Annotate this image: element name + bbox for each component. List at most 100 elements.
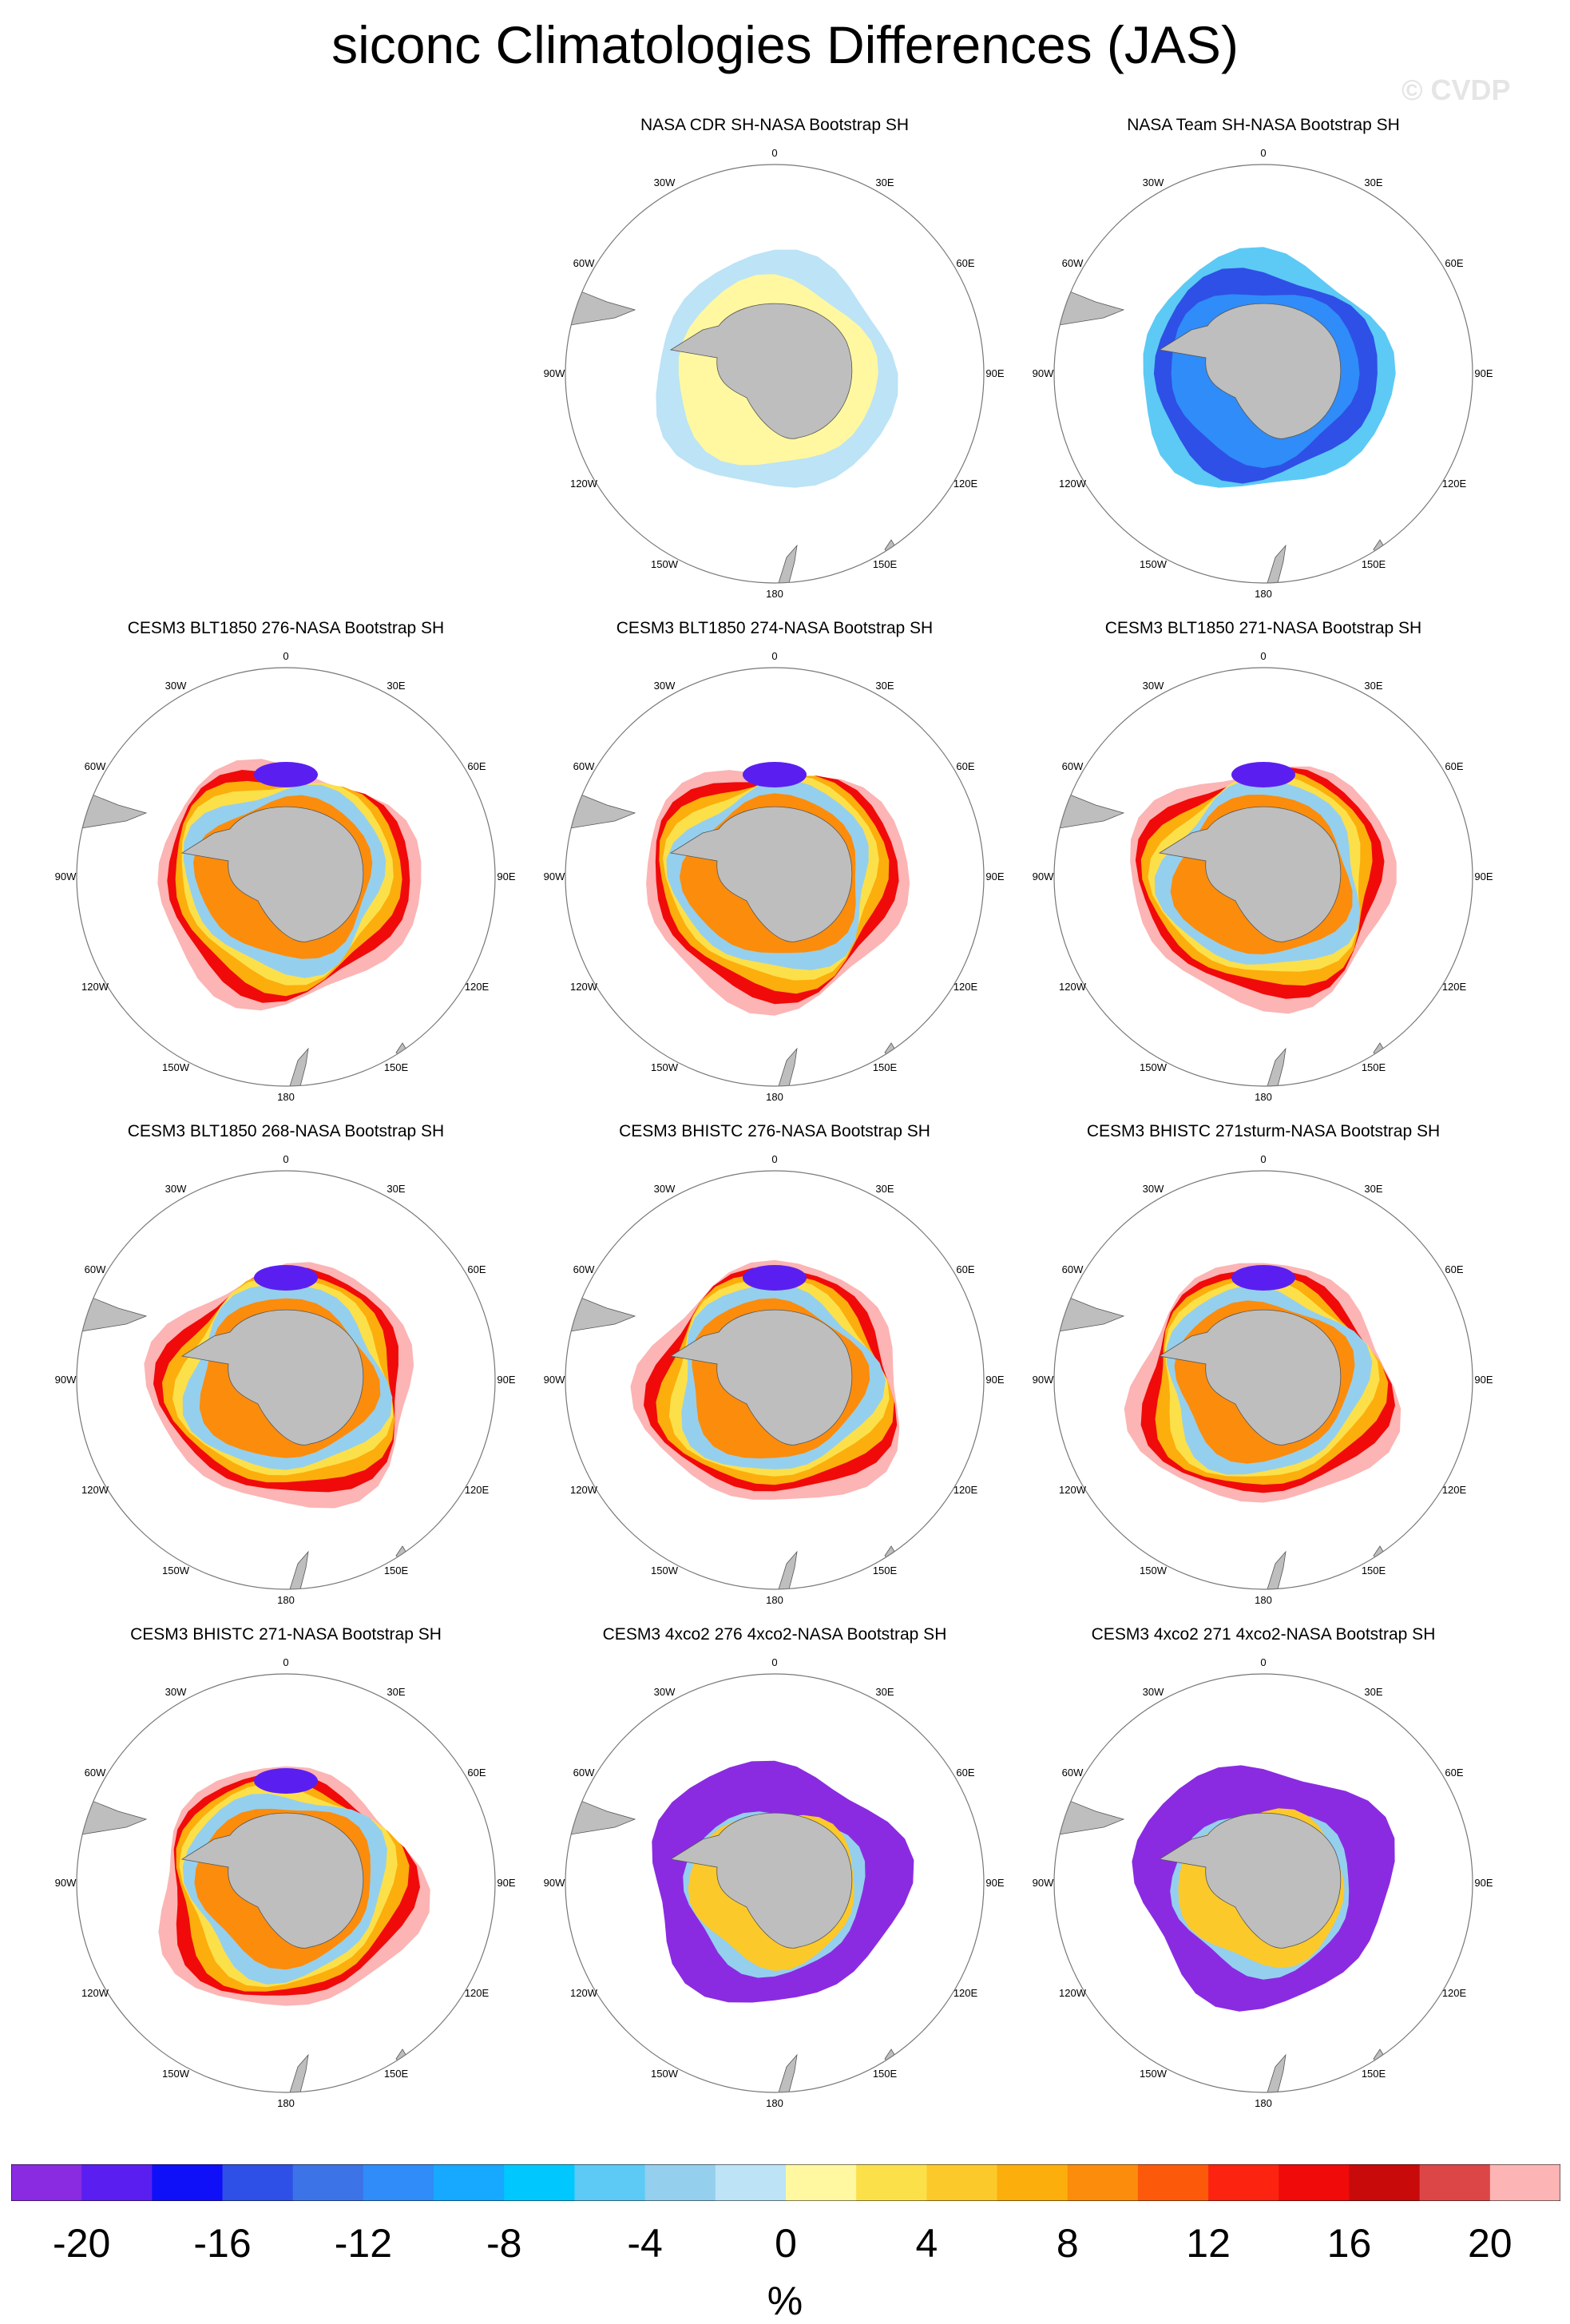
colorbar bbox=[11, 2164, 1560, 2201]
longitude-label: 60W bbox=[573, 1263, 595, 1275]
longitude-label: 0 bbox=[1260, 650, 1266, 662]
longitude-label: 90W bbox=[544, 367, 565, 379]
longitude-label: 180 bbox=[766, 2097, 783, 2109]
longitude-label: 30W bbox=[1143, 1686, 1164, 1698]
ice-anomaly-negative bbox=[254, 1768, 318, 1794]
longitude-label: 120E bbox=[953, 981, 978, 993]
longitude-label: 60E bbox=[956, 257, 974, 269]
polar-map: 0 30E 60E 90E 120E 150E 180 150W 120W 90W 60W 30W bbox=[55, 1153, 516, 1606]
longitude-label: 60E bbox=[1445, 257, 1463, 269]
longitude-label: 60E bbox=[956, 760, 974, 772]
longitude-label: 60E bbox=[1445, 1263, 1463, 1275]
polar-map: 0 30E 60E 90E 120E 150E 180 150W 120W 90W 60W 30W bbox=[55, 1656, 516, 2109]
polar-map: 0 30E 60E 90E 120E 150E 180 150W 120W 90W 60W 30W bbox=[1033, 1656, 1493, 2109]
longitude-label: 90E bbox=[497, 1877, 515, 1889]
map-boundary bbox=[1053, 667, 1473, 1087]
panel-title: CESM3 BLT1850 274-NASA Bootstrap SH bbox=[616, 619, 934, 637]
longitude-label: 150E bbox=[384, 1061, 409, 1073]
longitude-label: 150W bbox=[651, 2068, 679, 2080]
panel-title: CESM3 BLT1850 271-NASA Bootstrap SH bbox=[1104, 619, 1422, 637]
antarctica-landmass bbox=[180, 806, 364, 942]
longitude-label: 180 bbox=[1255, 1594, 1272, 1606]
longitude-label: 90E bbox=[985, 367, 1004, 379]
longitude-label: 90W bbox=[544, 871, 565, 882]
colorbar-swatch bbox=[434, 2164, 505, 2201]
ice-anomaly-negative bbox=[254, 762, 318, 787]
longitude-label: 120W bbox=[81, 1987, 109, 1999]
antarctica-landmass bbox=[669, 1309, 853, 1446]
longitude-label: 30E bbox=[387, 1686, 405, 1698]
antarctica-landmass bbox=[180, 1812, 364, 1949]
ice-anomaly-negative bbox=[254, 1265, 318, 1291]
longitude-label: 0 bbox=[1260, 147, 1266, 159]
antarctica-landmass bbox=[1158, 1309, 1342, 1446]
map-panel: NASA CDR SH-NASA Bootstrap SH 0 30E 60E 90E 1… bbox=[527, 116, 1022, 627]
longitude-label: 30W bbox=[165, 1183, 187, 1195]
longitude-label: 0 bbox=[283, 650, 288, 662]
longitude-label: 30W bbox=[654, 1686, 676, 1698]
polar-map: 0 30E 60E 90E 120E 150E 180 150W 120W 90W 60W 30W bbox=[544, 1153, 1005, 1606]
panel-title: CESM3 BHISTC 271sturm-NASA Bootstrap SH bbox=[1086, 1122, 1441, 1140]
longitude-label: 180 bbox=[1255, 1091, 1272, 1103]
colorbar-swatch bbox=[786, 2164, 857, 2201]
longitude-label: 120E bbox=[1442, 1484, 1467, 1496]
polar-map: 0 30E 60E 90E 120E 150E 180 150W 120W 90W 60W 30W bbox=[1033, 650, 1493, 1103]
longitude-label: 90E bbox=[985, 871, 1004, 882]
south-america-landmass bbox=[1054, 788, 1125, 830]
colorbar-swatch bbox=[715, 2164, 787, 2201]
south-america-landmass bbox=[1054, 285, 1125, 327]
longitude-label: 90W bbox=[55, 1374, 77, 1386]
longitude-label: 90E bbox=[497, 1374, 515, 1386]
longitude-label: 150W bbox=[162, 1061, 190, 1073]
colorbar-tick-label: 16 bbox=[1326, 2221, 1372, 2266]
colorbar-tick-label: -16 bbox=[193, 2221, 252, 2266]
colorbar-tick-label: 12 bbox=[1186, 2221, 1231, 2266]
antarctica-landmass bbox=[180, 1309, 364, 1446]
longitude-label: 30E bbox=[387, 1183, 405, 1195]
longitude-label: 150W bbox=[1140, 1061, 1168, 1073]
longitude-label: 30E bbox=[875, 1686, 894, 1698]
colorbar-swatch bbox=[11, 2164, 82, 2201]
longitude-label: 90E bbox=[1474, 871, 1493, 882]
longitude-label: 0 bbox=[1260, 1656, 1266, 1668]
polar-map: 0 30E 60E 90E 120E 150E 180 150W 120W 90W 60W 30W bbox=[544, 650, 1005, 1103]
longitude-label: 150W bbox=[1140, 558, 1168, 570]
longitude-label: 150E bbox=[1362, 1565, 1386, 1576]
new-zealand-landmass bbox=[778, 1047, 798, 1086]
colorbar-swatch bbox=[644, 2164, 716, 2201]
longitude-label: 60W bbox=[1062, 257, 1084, 269]
colorbar-tick-label: -20 bbox=[53, 2221, 111, 2266]
longitude-label: 30E bbox=[875, 1183, 894, 1195]
map-panel: CESM3 BLT1850 276-NASA Bootstrap SH 0 30E 6… bbox=[38, 619, 533, 1130]
south-america-landmass bbox=[565, 285, 636, 327]
longitude-label: 120E bbox=[465, 1987, 490, 1999]
colorbar-swatch bbox=[1349, 2164, 1421, 2201]
longitude-label: 30W bbox=[654, 680, 676, 692]
colorbar-tick-label: 0 bbox=[775, 2221, 797, 2266]
longitude-label: 150E bbox=[873, 1061, 898, 1073]
longitude-label: 30E bbox=[1364, 176, 1382, 188]
colorbar-swatch bbox=[1489, 2164, 1560, 2201]
longitude-label: 60W bbox=[573, 760, 595, 772]
longitude-label: 30W bbox=[1143, 176, 1164, 188]
longitude-label: 90E bbox=[1474, 1877, 1493, 1889]
panel-title: CESM3 4xco2 271 4xco2-NASA Bootstrap SH bbox=[1091, 1625, 1436, 1644]
south-america-landmass bbox=[77, 1795, 148, 1836]
longitude-label: 120W bbox=[570, 1484, 598, 1496]
longitude-label: 30W bbox=[654, 1183, 676, 1195]
longitude-label: 120W bbox=[1059, 1484, 1087, 1496]
longitude-label: 0 bbox=[771, 1656, 777, 1668]
ice-anomaly-negative bbox=[1231, 762, 1295, 787]
map-panel: CESM3 BHISTC 276-NASA Bootstrap SH 0 30E 60… bbox=[527, 1122, 1022, 1633]
longitude-label: 60E bbox=[956, 1263, 974, 1275]
south-america-landmass bbox=[565, 788, 636, 830]
new-zealand-landmass bbox=[1267, 544, 1287, 583]
longitude-label: 90W bbox=[1033, 367, 1054, 379]
longitude-label: 90E bbox=[985, 1374, 1004, 1386]
new-zealand-landmass bbox=[778, 1550, 798, 1589]
colorbar-swatch bbox=[574, 2164, 646, 2201]
colorbar-tick-label: 8 bbox=[1056, 2221, 1079, 2266]
longitude-label: 60W bbox=[85, 1263, 106, 1275]
map-boundary bbox=[565, 1673, 985, 2093]
panel-title: NASA CDR SH-NASA Bootstrap SH bbox=[640, 116, 910, 134]
